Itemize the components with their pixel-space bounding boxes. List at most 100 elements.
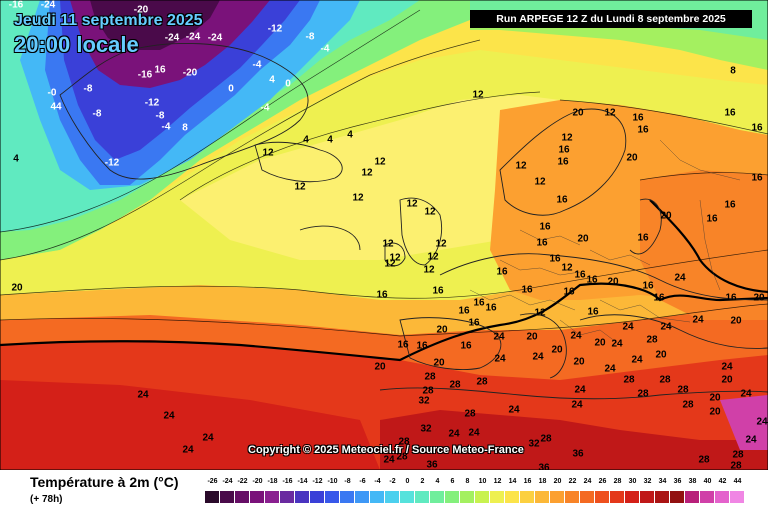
- color-scale-label: 28: [613, 478, 622, 485]
- temperature-value: -24: [185, 31, 201, 43]
- temperature-value: 36: [572, 448, 584, 460]
- temperature-value: 16: [725, 292, 737, 304]
- temperature-value: 16: [632, 112, 644, 124]
- color-scale-swatch: [340, 491, 355, 503]
- field-russia-orange: [640, 170, 768, 320]
- temperature-value: 16: [637, 232, 649, 244]
- temperature-value: -24: [164, 32, 180, 44]
- color-scale-label: -20: [252, 478, 263, 485]
- temperature-value: 20: [577, 233, 589, 245]
- temperature-value: 16: [556, 194, 568, 206]
- temperature-value: -8: [155, 110, 165, 122]
- temperature-value: 20: [374, 361, 386, 373]
- temperature-value: 24: [532, 351, 544, 363]
- color-scale-label: 10: [478, 478, 487, 485]
- temperature-value: 12: [561, 132, 573, 144]
- color-scale-label: 4: [435, 478, 440, 485]
- temperature-value: 24: [611, 338, 623, 350]
- color-scale-swatch: [220, 491, 235, 503]
- temperature-value: 24: [182, 444, 194, 456]
- temperature-value: 20: [526, 331, 538, 343]
- temperature-value: 28: [682, 399, 694, 411]
- temperature-field: [0, 0, 768, 470]
- temperature-value: 28: [476, 376, 488, 388]
- temperature-value: -4: [260, 102, 270, 114]
- color-scale-label: -24: [222, 478, 233, 485]
- temperature-value: 12: [384, 258, 396, 270]
- temperature-value: 28: [659, 374, 671, 386]
- temperature-map: -16 -24 -20 -24 -24 -24 -12 -8 -4 -16 16 -20 -4 4 0 -4 0…: [0, 0, 768, 470]
- color-scale-swatch: [430, 491, 445, 503]
- temperature-value: 12: [435, 238, 447, 250]
- temperature-value: 28: [422, 385, 434, 397]
- temperature-value: 12: [406, 198, 418, 210]
- color-scale-swatch: [445, 491, 460, 503]
- temperature-value: 24: [468, 427, 480, 439]
- temperature-value: 16: [458, 305, 470, 317]
- color-scale-label: -4: [374, 478, 381, 485]
- temperature-value: 24: [674, 272, 686, 284]
- temperature-value: 24: [448, 428, 460, 440]
- temperature-value: 16: [539, 221, 551, 233]
- color-scale-label: 40: [703, 478, 712, 485]
- temperature-value: 12: [534, 307, 546, 319]
- color-scale-swatch: [355, 491, 370, 503]
- temperature-value: 28: [730, 460, 742, 471]
- color-scale-swatch: [610, 491, 625, 503]
- color-scale-swatch: [385, 491, 400, 503]
- temperature-value: 24: [721, 361, 733, 373]
- color-scale-label: 34: [658, 478, 667, 485]
- temperature-value: 28: [623, 374, 635, 386]
- temperature-value: 12: [382, 238, 394, 250]
- temperature-value: 12: [424, 206, 436, 218]
- temperature-value: 20: [11, 282, 23, 294]
- temperature-value: 12: [389, 252, 401, 264]
- color-scale-label: -10: [327, 478, 338, 485]
- color-scale-label: -2: [389, 478, 396, 485]
- temperature-value: 16: [154, 64, 166, 76]
- temperature-value: 20: [709, 406, 721, 418]
- temperature-value: 20: [730, 315, 742, 327]
- color-scale-swatch: [370, 491, 385, 503]
- isotherm-20: [0, 282, 768, 362]
- color-scale-label: 26: [598, 478, 607, 485]
- temperature-value: 44: [50, 101, 62, 113]
- temperature-value: 28: [449, 379, 461, 391]
- temperature-value: 24: [383, 454, 395, 466]
- temperature-value: 28: [396, 451, 408, 463]
- temperature-value: 4: [269, 74, 275, 86]
- color-scale-swatch: [250, 491, 265, 503]
- color-scale-label: 8: [465, 478, 470, 485]
- temperature-value: -12: [104, 157, 120, 169]
- temperature-value: 20: [660, 210, 672, 222]
- color-scale-label: 16: [523, 478, 532, 485]
- temperature-value: 20: [709, 392, 721, 404]
- temperature-value: 28: [677, 384, 689, 396]
- color-scale-label: -6: [359, 478, 366, 485]
- temperature-value: 16: [432, 285, 444, 297]
- temperature-value: 20: [753, 292, 765, 304]
- temperature-value: -4: [252, 59, 262, 71]
- temperature-value: -12: [144, 97, 160, 109]
- temperature-value: 16: [751, 172, 763, 184]
- temperature-value: 20: [572, 107, 584, 119]
- color-scale-swatch: [310, 491, 325, 503]
- color-scale-swatch: [640, 491, 655, 503]
- temperature-value: 24: [660, 321, 672, 333]
- temperature-value: 4: [13, 153, 19, 165]
- temperature-value: -8: [305, 31, 315, 43]
- temperature-value: 16: [460, 340, 472, 352]
- field-magenta-hot: [720, 395, 768, 450]
- temperature-value: 16: [558, 144, 570, 156]
- isotherm-20-east: [649, 199, 768, 294]
- temperature-value: 32: [528, 438, 540, 450]
- temperature-value: 4: [303, 134, 309, 146]
- color-scale-swatch: [520, 491, 535, 503]
- temperature-value: 24: [745, 434, 757, 446]
- color-scale-label: -16: [282, 478, 293, 485]
- copyright-notice: Copyright © 2025 Meteociel.fr / Source M…: [248, 444, 524, 456]
- color-scale-swatch: [505, 491, 520, 503]
- color-scale-label: 14: [508, 478, 517, 485]
- color-scale-swatch: [625, 491, 640, 503]
- temperature-value: 12: [604, 107, 616, 119]
